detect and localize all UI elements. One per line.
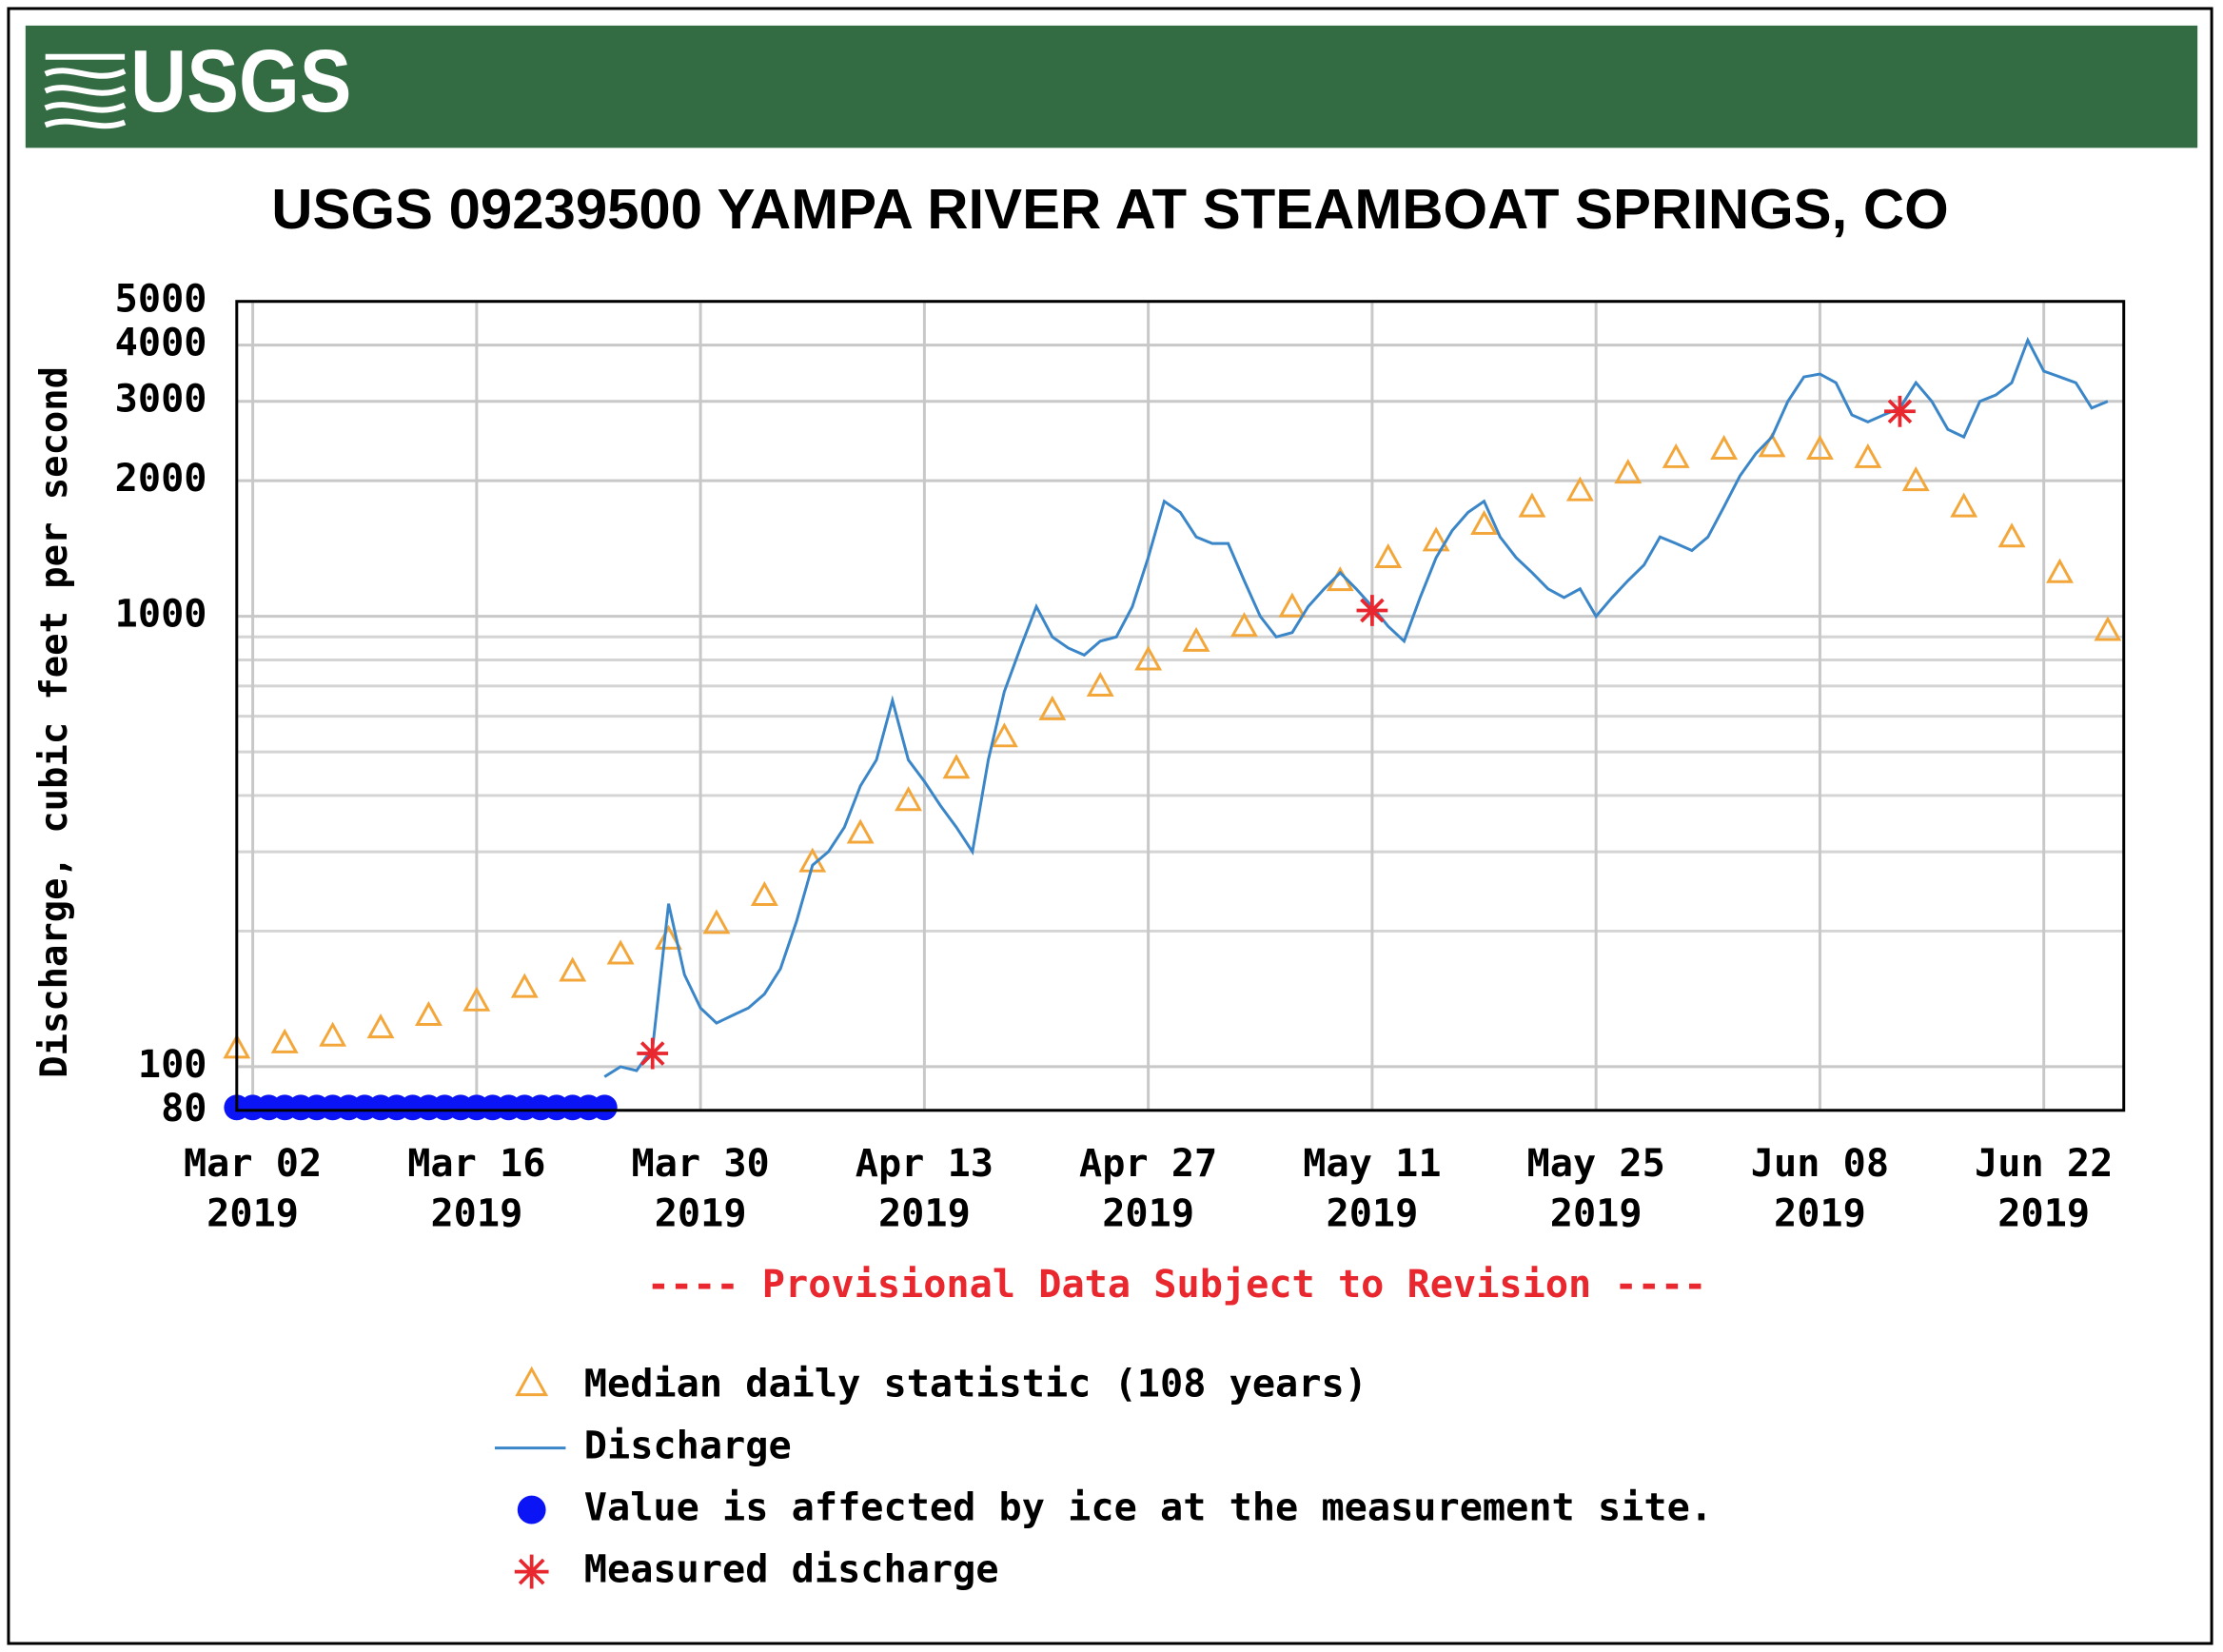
- legend-label: Median daily statistic (108 years): [584, 1363, 1367, 1406]
- x-tick-label: Mar 30: [631, 1142, 769, 1186]
- median-marker: [846, 818, 875, 844]
- median-marker: [1038, 695, 1067, 720]
- y-tick-label: 100: [138, 1043, 207, 1087]
- measured-marker: [1356, 595, 1388, 626]
- median-marker: [510, 973, 539, 998]
- median-marker: [895, 786, 923, 812]
- median-marker: [990, 722, 1018, 748]
- x-tick-label: Jun 22: [1975, 1142, 2113, 1186]
- x-tick-label: 2019: [1774, 1191, 1866, 1235]
- legend-label: Discharge: [584, 1425, 792, 1468]
- grid: [236, 300, 2124, 1112]
- header-bar: [25, 25, 2198, 148]
- median-marker: [1278, 592, 1307, 618]
- ice-marker: [591, 1094, 618, 1121]
- median-marker: [1230, 612, 1258, 638]
- median-marker: [1134, 645, 1163, 671]
- legend-label: Value is affected by ice at the measurem…: [584, 1486, 1713, 1530]
- median-marker: [462, 986, 491, 1012]
- median-marker: [1470, 509, 1498, 536]
- measured-marker: [637, 1037, 669, 1070]
- chart-title: USGS 09239500 YAMPA RIVER AT STEAMBOAT S…: [271, 177, 1948, 241]
- median-marker: [414, 1000, 443, 1027]
- median-marker: [1997, 522, 2026, 548]
- legend-symbol: [515, 1366, 549, 1397]
- y-tick-label: 80: [161, 1087, 207, 1131]
- legend-symbol: [514, 1554, 549, 1589]
- median-marker: [942, 754, 971, 779]
- median-marker: [2046, 558, 2074, 583]
- x-tick-label: May 25: [1527, 1142, 1665, 1186]
- x-tick-label: Apr 27: [1079, 1142, 1217, 1186]
- legend-symbol: [517, 1495, 546, 1524]
- discharge-line: [603, 336, 2109, 1078]
- y-tick-label: 4000: [115, 322, 207, 365]
- x-tick-label: 2019: [1326, 1191, 1418, 1235]
- y-tick-label: 3000: [115, 378, 207, 422]
- median-marker: [1758, 432, 1786, 458]
- median-marker: [270, 1028, 299, 1053]
- x-tick-label: Mar 16: [407, 1142, 545, 1186]
- median-marker: [1854, 442, 1882, 468]
- frame: [7, 7, 2213, 1645]
- x-tick-label: 2019: [430, 1191, 522, 1235]
- logo-text: USGS: [130, 31, 351, 130]
- provisional-note: ---- Provisional Data Subject to Revisio…: [647, 1263, 1707, 1307]
- median-marker: [1518, 492, 1546, 518]
- x-tick-label: 2019: [1997, 1191, 2090, 1235]
- x-tick-label: Jun 08: [1751, 1142, 1889, 1186]
- median-marker: [655, 924, 682, 950]
- median-marker: [366, 1013, 395, 1039]
- median-marker: [1374, 542, 1403, 568]
- x-tick-label: May 11: [1303, 1142, 1441, 1186]
- median-marker: [1182, 626, 1210, 652]
- x-tick-label: 2019: [1102, 1191, 1194, 1235]
- y-tick-label: 5000: [115, 278, 207, 322]
- median-marker: [1565, 476, 1594, 502]
- legend-label: Measured discharge: [584, 1548, 999, 1592]
- x-tick-label: 2019: [207, 1191, 299, 1235]
- x-tick-label: 2019: [655, 1191, 747, 1235]
- median-marker: [750, 880, 778, 907]
- median-marker: [1086, 671, 1114, 697]
- median-marker: [1662, 442, 1690, 468]
- x-tick-label: 2019: [1550, 1191, 1643, 1235]
- median-marker: [2094, 616, 2122, 641]
- logo-icon: [44, 53, 127, 129]
- measured-marker: [1884, 395, 1916, 427]
- median-marker: [1422, 526, 1450, 552]
- plot-marks: [223, 336, 2122, 1121]
- median-marker: [319, 1021, 347, 1047]
- x-tick-label: 2019: [878, 1191, 971, 1235]
- y-tick-label: 1000: [115, 593, 207, 637]
- median-marker: [1805, 434, 1834, 460]
- median-marker: [1614, 458, 1643, 484]
- y-tick-label: 2000: [115, 457, 207, 501]
- plot-frame: [235, 300, 2126, 1112]
- median-marker: [702, 909, 731, 934]
- x-tick-label: Mar 02: [184, 1142, 322, 1186]
- y-axis-label: Discharge, cubic feet per second: [33, 366, 76, 1078]
- median-marker: [1710, 434, 1739, 460]
- median-marker: [606, 939, 635, 965]
- median-marker: [559, 956, 587, 982]
- median-marker: [1950, 492, 1978, 518]
- x-tick-label: Apr 13: [856, 1142, 993, 1186]
- legend: Median daily statistic (108 years) Discha…: [494, 1363, 1713, 1592]
- median-marker: [1901, 466, 1930, 492]
